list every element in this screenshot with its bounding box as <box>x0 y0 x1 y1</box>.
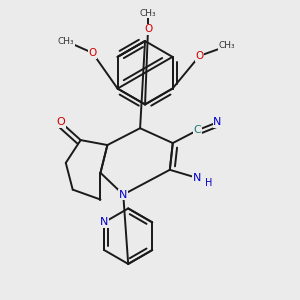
Text: N: N <box>213 117 222 127</box>
Text: CH₃: CH₃ <box>58 37 74 46</box>
Text: O: O <box>88 48 97 58</box>
Text: O: O <box>195 51 204 61</box>
Text: CH₃: CH₃ <box>219 41 236 50</box>
Text: C: C <box>194 125 201 135</box>
Text: H: H <box>206 178 213 188</box>
Text: O: O <box>144 24 152 34</box>
Text: N: N <box>100 217 108 227</box>
Text: CH₃: CH₃ <box>140 9 156 18</box>
Text: N: N <box>119 190 128 200</box>
Text: O: O <box>56 117 65 127</box>
Text: N: N <box>192 173 201 183</box>
